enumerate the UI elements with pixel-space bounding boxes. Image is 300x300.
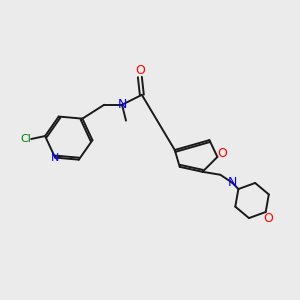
Text: N: N: [51, 153, 59, 163]
Text: N: N: [117, 98, 127, 111]
Text: N: N: [227, 176, 237, 189]
Text: O: O: [135, 64, 145, 76]
Text: O: O: [263, 212, 273, 225]
Text: O: O: [218, 148, 227, 160]
Text: Cl: Cl: [21, 134, 32, 144]
